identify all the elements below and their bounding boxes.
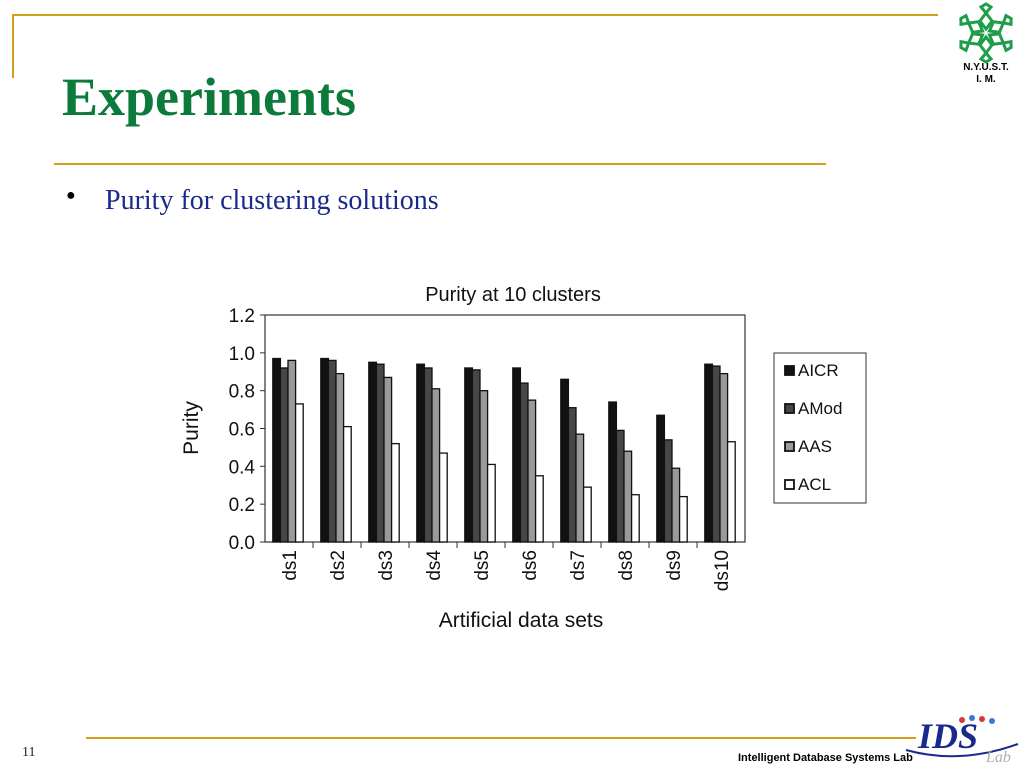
bar-aas-ds7 (575, 433, 585, 543)
purity-bar-chart: Purity at 10 clusters 0.0 0.2 0.4 0.6 0.8 1.0… (180, 284, 867, 632)
bar-amod-ds6 (519, 382, 529, 543)
bar-aas-ds2 (335, 372, 345, 543)
x-tick-label: ds3 (376, 550, 397, 581)
ids-logo-text: IDS (917, 716, 978, 756)
x-tick-label: ds8 (616, 550, 637, 581)
ids-logo-swoosh (905, 743, 1019, 758)
x-tick-label: ds5 (472, 550, 493, 581)
x-tick-label: ds10 (712, 550, 733, 591)
chart-title: Purity at 10 clusters (425, 284, 601, 306)
legend-swatch-aas (784, 441, 795, 452)
bar-aicr-ds6 (512, 367, 522, 543)
legend-label-aas: AAS (798, 437, 832, 456)
x-tick-label: ds7 (568, 550, 589, 581)
x-axis: ds1 ds2 ds3 ds4 ds5 ds6 ds7 ds8 ds9 ds10 (280, 542, 733, 591)
bar-acl-ds3 (390, 442, 400, 543)
bar-aas-ds8 (623, 450, 633, 543)
university-logo-text: N.Y.U.S.T. I. M. (948, 62, 1024, 86)
legend-swatch-aicr (784, 365, 795, 376)
ids-logo-small-text: Lab (985, 749, 1011, 766)
bar-aas-ds1 (287, 359, 297, 543)
y-axis: 0.0 0.2 0.4 0.6 0.8 1.0 1.2 (229, 306, 265, 554)
bar-amod-ds10 (711, 365, 721, 543)
top-rule (14, 14, 938, 16)
ids-lab-logo: IDS Lab (905, 715, 1019, 766)
bar-aicr-ds9 (656, 414, 666, 543)
y-tick-label: 0.4 (229, 457, 256, 478)
bar-aicr-ds1 (272, 357, 282, 543)
legend-frame (773, 352, 867, 504)
university-logo: N.Y.U.S.T. I. M. (948, 0, 1024, 90)
legend-label-amod: AMod (798, 399, 842, 418)
bar-aicr-ds5 (464, 367, 474, 543)
bar-acl-ds9 (678, 495, 688, 543)
snowflake-logo-icon (956, 2, 1016, 64)
bar-aas-ds5 (479, 390, 489, 543)
bar-aas-ds6 (527, 399, 537, 543)
page-title: Experiments (62, 67, 356, 127)
y-tick-label: 0.6 (229, 420, 255, 441)
bar-amod-ds2 (327, 359, 337, 543)
x-tick-label: ds4 (424, 550, 445, 581)
chart-legend: AICR AMod AAS ACL (773, 352, 867, 504)
ids-logo-stars-icon (959, 715, 995, 724)
y-tick-label: 0.2 (229, 495, 255, 516)
bar-acl-ds8 (630, 494, 640, 543)
bar-aicr-ds7 (560, 378, 570, 543)
logo-text-line2: I. M. (976, 74, 996, 85)
x-tick-label: ds6 (520, 550, 541, 581)
bar-aicr-ds3 (368, 361, 378, 543)
bars-group (272, 357, 736, 543)
bar-aas-ds10 (719, 372, 729, 543)
bar-aicr-ds8 (608, 401, 618, 543)
bar-amod-ds1 (279, 367, 289, 543)
bar-acl-ds10 (726, 441, 736, 543)
bar-acl-ds2 (342, 425, 352, 543)
bar-acl-ds7 (582, 486, 592, 543)
x-tick-label: ds9 (664, 550, 685, 581)
bar-aas-ds9 (671, 467, 681, 543)
bar-aas-ds4 (431, 388, 441, 543)
bar-amod-ds4 (423, 367, 433, 543)
bar-aicr-ds2 (320, 357, 330, 543)
legend-swatch-acl (784, 479, 795, 490)
logo-text-line1: N.Y.U.S.T. (963, 62, 1009, 73)
y-axis-label: Purity (180, 401, 203, 455)
bar-amod-ds8 (615, 429, 625, 543)
x-axis-label: Artificial data sets (439, 609, 604, 632)
y-tick-label: 0.0 (229, 533, 255, 554)
bar-aas-ds3 (383, 376, 393, 543)
x-tick-label: ds1 (280, 550, 301, 581)
left-rule (12, 14, 14, 78)
bar-aicr-ds4 (416, 363, 426, 543)
bar-acl-ds6 (534, 475, 544, 543)
bar-acl-ds4 (438, 452, 448, 543)
bar-amod-ds5 (471, 369, 481, 543)
x-tick-label: ds2 (328, 550, 349, 581)
y-tick-label: 1.2 (229, 306, 255, 327)
bar-acl-ds1 (294, 403, 304, 543)
footer-rule (86, 737, 916, 739)
bullet-text: Purity for clustering solutions (105, 185, 439, 216)
bar-amod-ds9 (663, 439, 673, 543)
bullet-dot-icon: ● (66, 187, 76, 204)
bar-aicr-ds10 (704, 363, 714, 543)
bar-acl-ds5 (486, 463, 496, 543)
page-number: 11 (22, 745, 36, 760)
legend-swatch-amod (784, 403, 795, 414)
y-tick-label: 0.8 (229, 382, 255, 403)
y-tick-label: 1.0 (229, 344, 255, 365)
bar-amod-ds3 (375, 363, 385, 543)
title-underline (54, 163, 826, 165)
footer-lab-name: Intelligent Database Systems Lab (738, 752, 913, 764)
legend-label-aicr: AICR (798, 361, 839, 380)
legend-label-acl: ACL (798, 475, 831, 494)
bar-amod-ds7 (567, 407, 577, 543)
